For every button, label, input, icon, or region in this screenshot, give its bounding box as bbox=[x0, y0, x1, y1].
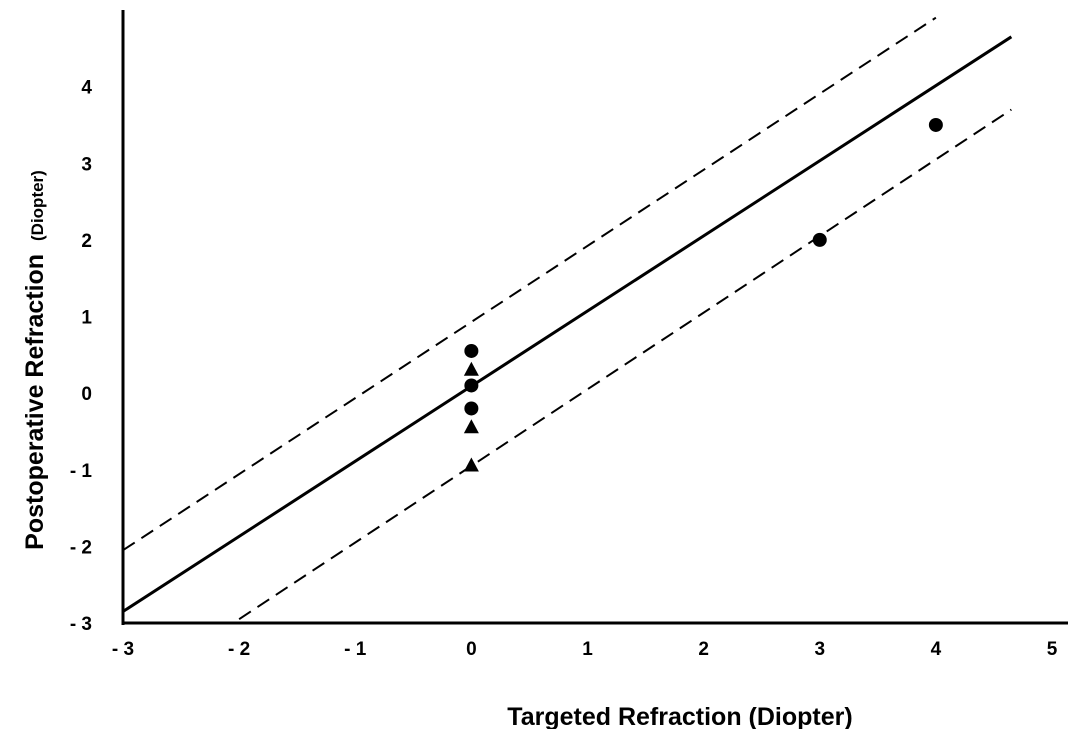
x-tick-label: 2 bbox=[698, 639, 709, 660]
y-axis-title-unit: (Diopter) bbox=[28, 170, 47, 241]
identity-line bbox=[122, 35, 1013, 613]
y-tick-label: 4 bbox=[81, 78, 92, 99]
x-tick-label: 0 bbox=[466, 639, 477, 660]
x-tick-labels: - 3 - 2 - 1 0 1 2 3 4 5 bbox=[112, 639, 1058, 660]
triangle-point bbox=[463, 419, 479, 434]
triangle-point bbox=[463, 457, 479, 472]
y-tick-label: - 1 bbox=[70, 461, 93, 482]
limit-dashed-line bbox=[122, 16, 937, 552]
circle-point bbox=[464, 343, 479, 358]
y-tick-label: - 2 bbox=[70, 537, 92, 558]
x-tick-label: 4 bbox=[931, 639, 942, 660]
y-tick-label: 2 bbox=[81, 231, 92, 252]
x-tick-label: - 2 bbox=[228, 639, 250, 660]
y-tick-labels: - 3 - 2 - 1 0 1 2 3 4 bbox=[70, 78, 93, 635]
x-axis-title: Targeted Refraction (Diopter) bbox=[507, 703, 852, 729]
circle-point bbox=[812, 232, 827, 247]
x-tick-label: - 1 bbox=[344, 639, 367, 660]
x-tick-label: 3 bbox=[814, 639, 825, 660]
circle-point bbox=[928, 117, 943, 132]
y-tick-label: 1 bbox=[81, 308, 92, 329]
circle-point bbox=[464, 401, 479, 416]
reference-lines bbox=[122, 16, 1013, 621]
triangle-point bbox=[463, 361, 479, 376]
y-axis-title-main: Postoperative Refraction bbox=[21, 254, 49, 550]
limit-dashed-line bbox=[238, 108, 1012, 621]
x-tick-label: 5 bbox=[1047, 639, 1058, 660]
x-tick-label: - 3 bbox=[112, 639, 134, 660]
circle-point bbox=[464, 378, 479, 393]
x-tick-label: 1 bbox=[582, 639, 593, 660]
y-tick-label: 3 bbox=[81, 154, 92, 175]
y-tick-label: 0 bbox=[81, 384, 92, 405]
y-tick-label: - 3 bbox=[70, 614, 92, 635]
data-points bbox=[463, 117, 943, 472]
y-axis-title: Postoperative Refraction (Diopter) bbox=[21, 170, 49, 550]
